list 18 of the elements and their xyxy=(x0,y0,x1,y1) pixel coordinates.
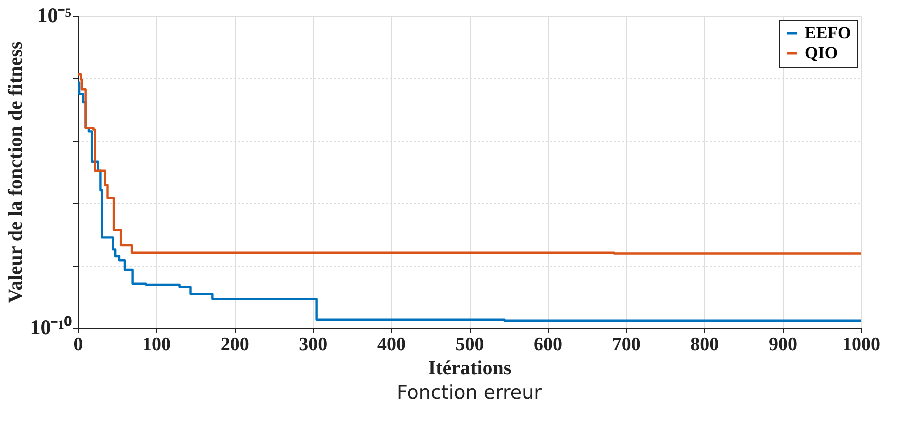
x-tick-label: 0 xyxy=(74,334,84,356)
x-tick-label: 100 xyxy=(142,334,172,356)
x-tick-label: 200 xyxy=(220,334,250,356)
x-tick-label: 900 xyxy=(768,334,798,356)
x-tick-label: 600 xyxy=(534,334,563,356)
x-axis-title: Itérations xyxy=(428,358,512,380)
x-tick-label: 300 xyxy=(299,334,328,356)
x-tick-label: 800 xyxy=(690,334,720,356)
legend-label: EEFO xyxy=(805,24,852,42)
x-tick-label: 1000 xyxy=(842,334,880,356)
text: Fonction erreur xyxy=(397,382,542,404)
x-tick-label: 400 xyxy=(377,334,406,356)
legend-label: QIO xyxy=(805,44,838,62)
x-tick-label: 700 xyxy=(612,334,641,356)
y-axis-title: Valeur de la fonction de fitness xyxy=(5,41,28,304)
y-tick-label: 10⁻⁵ xyxy=(37,4,72,28)
x-tick-label: 500 xyxy=(456,334,484,356)
y-tick-label: 10⁻¹⁰ xyxy=(30,316,72,340)
